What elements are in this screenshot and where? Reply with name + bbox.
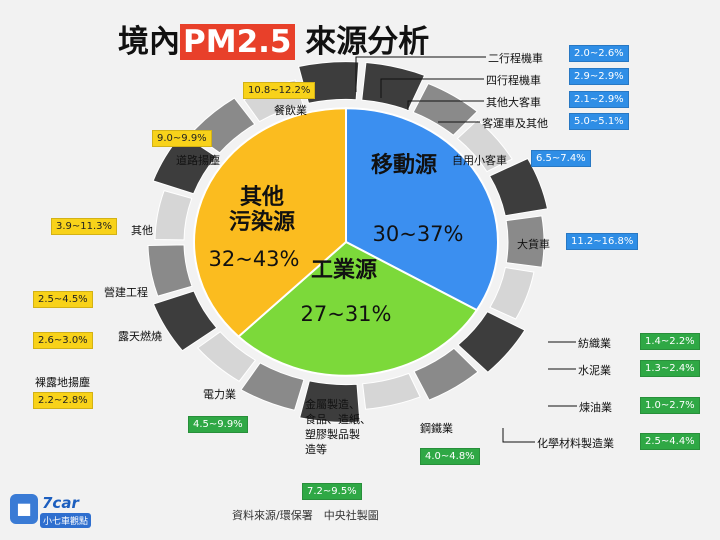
car-icon: ■ bbox=[10, 494, 38, 524]
outer-segment-item-4 bbox=[505, 215, 545, 268]
sub-value-item-1: 2.9~2.9% bbox=[569, 68, 629, 85]
sub-value-item-9: 2.5~4.4% bbox=[640, 433, 700, 450]
sub-label-item-8: 煉油業 bbox=[579, 401, 612, 414]
sub-value-item-3: 5.0~5.1% bbox=[569, 113, 629, 130]
page-title: 境內PM2.5 來源分析 bbox=[118, 24, 430, 60]
sub-label-item-1: 四行程機車 bbox=[486, 74, 541, 87]
sub-value-item-11: 7.2~9.5% bbox=[302, 483, 362, 500]
sub-label-item-6: 紡織業 bbox=[578, 337, 611, 350]
leader-line-item-0 bbox=[355, 56, 486, 92]
sub-label-item-7: 水泥業 bbox=[578, 364, 611, 377]
outer-segment-item-11 bbox=[196, 331, 257, 382]
sub-value-item-7: 1.3~2.4% bbox=[640, 360, 700, 377]
sub-value-item-0: 2.0~2.6% bbox=[569, 45, 629, 62]
outer-segment-item-2 bbox=[456, 119, 513, 173]
sub-value-item-18: 10.8~12.2% bbox=[243, 82, 316, 99]
sub-label-item-5: 大貨車 bbox=[517, 238, 550, 251]
slice-value-1: 30~37% bbox=[372, 222, 464, 246]
slice-label-3: 其他 污染源 bbox=[228, 185, 296, 236]
outer-segment-item-12 bbox=[152, 290, 218, 352]
sub-value-item-13: 2.2~2.8% bbox=[33, 392, 93, 409]
sub-label-item-0: 二行程機車 bbox=[488, 52, 543, 65]
sub-label-item-4: 自用小客車 bbox=[452, 154, 507, 167]
sub-value-item-5: 11.2~16.8% bbox=[566, 233, 639, 250]
sub-value-item-17: 9.0~9.9% bbox=[152, 130, 212, 147]
outer-segment-item-5 bbox=[489, 266, 535, 320]
outer-segment-item-10 bbox=[240, 362, 305, 411]
brand-logo: ■ 7car 小七車觀點 bbox=[10, 494, 92, 528]
sub-label-item-12: 電力業 bbox=[203, 388, 236, 401]
sub-value-item-16: 3.9~11.3% bbox=[51, 218, 118, 235]
sub-label-item-11: 金屬製造、 食品、造紙、 塑膠製品製 造等 bbox=[305, 398, 371, 456]
sub-label-item-18: 餐飲業 bbox=[274, 104, 307, 117]
sub-label-item-15: 營建工程 bbox=[104, 286, 148, 299]
slice-label-1: 移動源 bbox=[370, 153, 438, 178]
sub-label-item-14: 露天燃燒 bbox=[118, 330, 162, 343]
slice-value-3: 32~43% bbox=[208, 247, 300, 271]
outer-segment-item-14 bbox=[154, 190, 193, 241]
pie-slice-1 bbox=[345, 107, 499, 312]
slice-label-2: 工業源 bbox=[310, 258, 378, 283]
outer-segment-item-13 bbox=[147, 244, 193, 297]
pie-slice-2 bbox=[237, 240, 479, 377]
sub-value-item-10: 4.0~4.8% bbox=[420, 448, 480, 465]
leader-line-item-9 bbox=[502, 428, 535, 443]
slice-value-2: 27~31% bbox=[300, 302, 392, 326]
outer-segment-item-9 bbox=[299, 380, 361, 423]
sub-label-item-13: 裸露地揚塵 bbox=[35, 376, 90, 389]
outer-segment-item-7 bbox=[413, 347, 479, 401]
sub-label-item-3: 客運車及其他 bbox=[482, 117, 548, 130]
sub-value-item-2: 2.1~2.9% bbox=[569, 91, 629, 108]
outer-segment-item-0 bbox=[361, 61, 426, 111]
pie-slice-3 bbox=[193, 107, 347, 338]
leader-line-item-1 bbox=[380, 78, 484, 98]
outer-segment-item-8 bbox=[362, 372, 421, 410]
sub-value-item-14: 2.6~3.0% bbox=[33, 332, 93, 349]
sub-value-item-15: 2.5~4.5% bbox=[33, 291, 93, 308]
sub-label-item-16: 其他 bbox=[131, 224, 153, 237]
sub-value-item-6: 1.4~2.2% bbox=[640, 333, 700, 350]
sub-label-item-17: 道路揚塵 bbox=[176, 154, 220, 167]
sub-value-item-8: 1.0~2.7% bbox=[640, 397, 700, 414]
sub-label-item-10: 鋼鐵業 bbox=[420, 422, 453, 435]
sub-label-item-9: 化學材料製造業 bbox=[537, 437, 614, 450]
source-note: 資料來源/環保署 中央社製圖 bbox=[232, 509, 379, 522]
sub-label-item-2: 其他大客車 bbox=[486, 96, 541, 109]
sub-value-item-12: 4.5~9.9% bbox=[188, 416, 248, 433]
sub-value-item-4: 6.5~7.4% bbox=[531, 150, 591, 167]
leader-line-item-2 bbox=[407, 100, 484, 110]
outer-segment-item-6 bbox=[457, 311, 526, 373]
